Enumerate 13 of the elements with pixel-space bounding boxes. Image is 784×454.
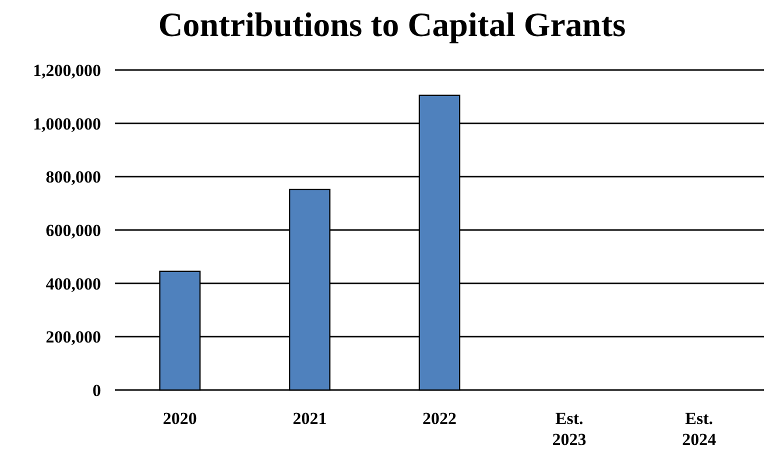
x-tick-label: 2020 bbox=[162, 409, 197, 428]
y-tick-label: 800,000 bbox=[46, 168, 101, 187]
x-tick-label: 2022 bbox=[422, 409, 456, 428]
y-tick-label: 400,000 bbox=[46, 274, 101, 294]
y-tick-label: 1,000,000 bbox=[33, 114, 101, 134]
chart-title: Contributions to Capital Grants bbox=[158, 7, 626, 44]
x-tick-label: 2021 bbox=[292, 409, 327, 428]
y-tick-label: 200,000 bbox=[46, 328, 101, 347]
y-tick-label: 1,200,000 bbox=[33, 60, 101, 80]
y-tick-label: 600,000 bbox=[46, 220, 101, 240]
y-tick-label: 0 bbox=[92, 380, 101, 400]
x-tick-label: Est. 2023 bbox=[552, 409, 586, 449]
x-tick-label: Est. 2024 bbox=[682, 409, 717, 449]
